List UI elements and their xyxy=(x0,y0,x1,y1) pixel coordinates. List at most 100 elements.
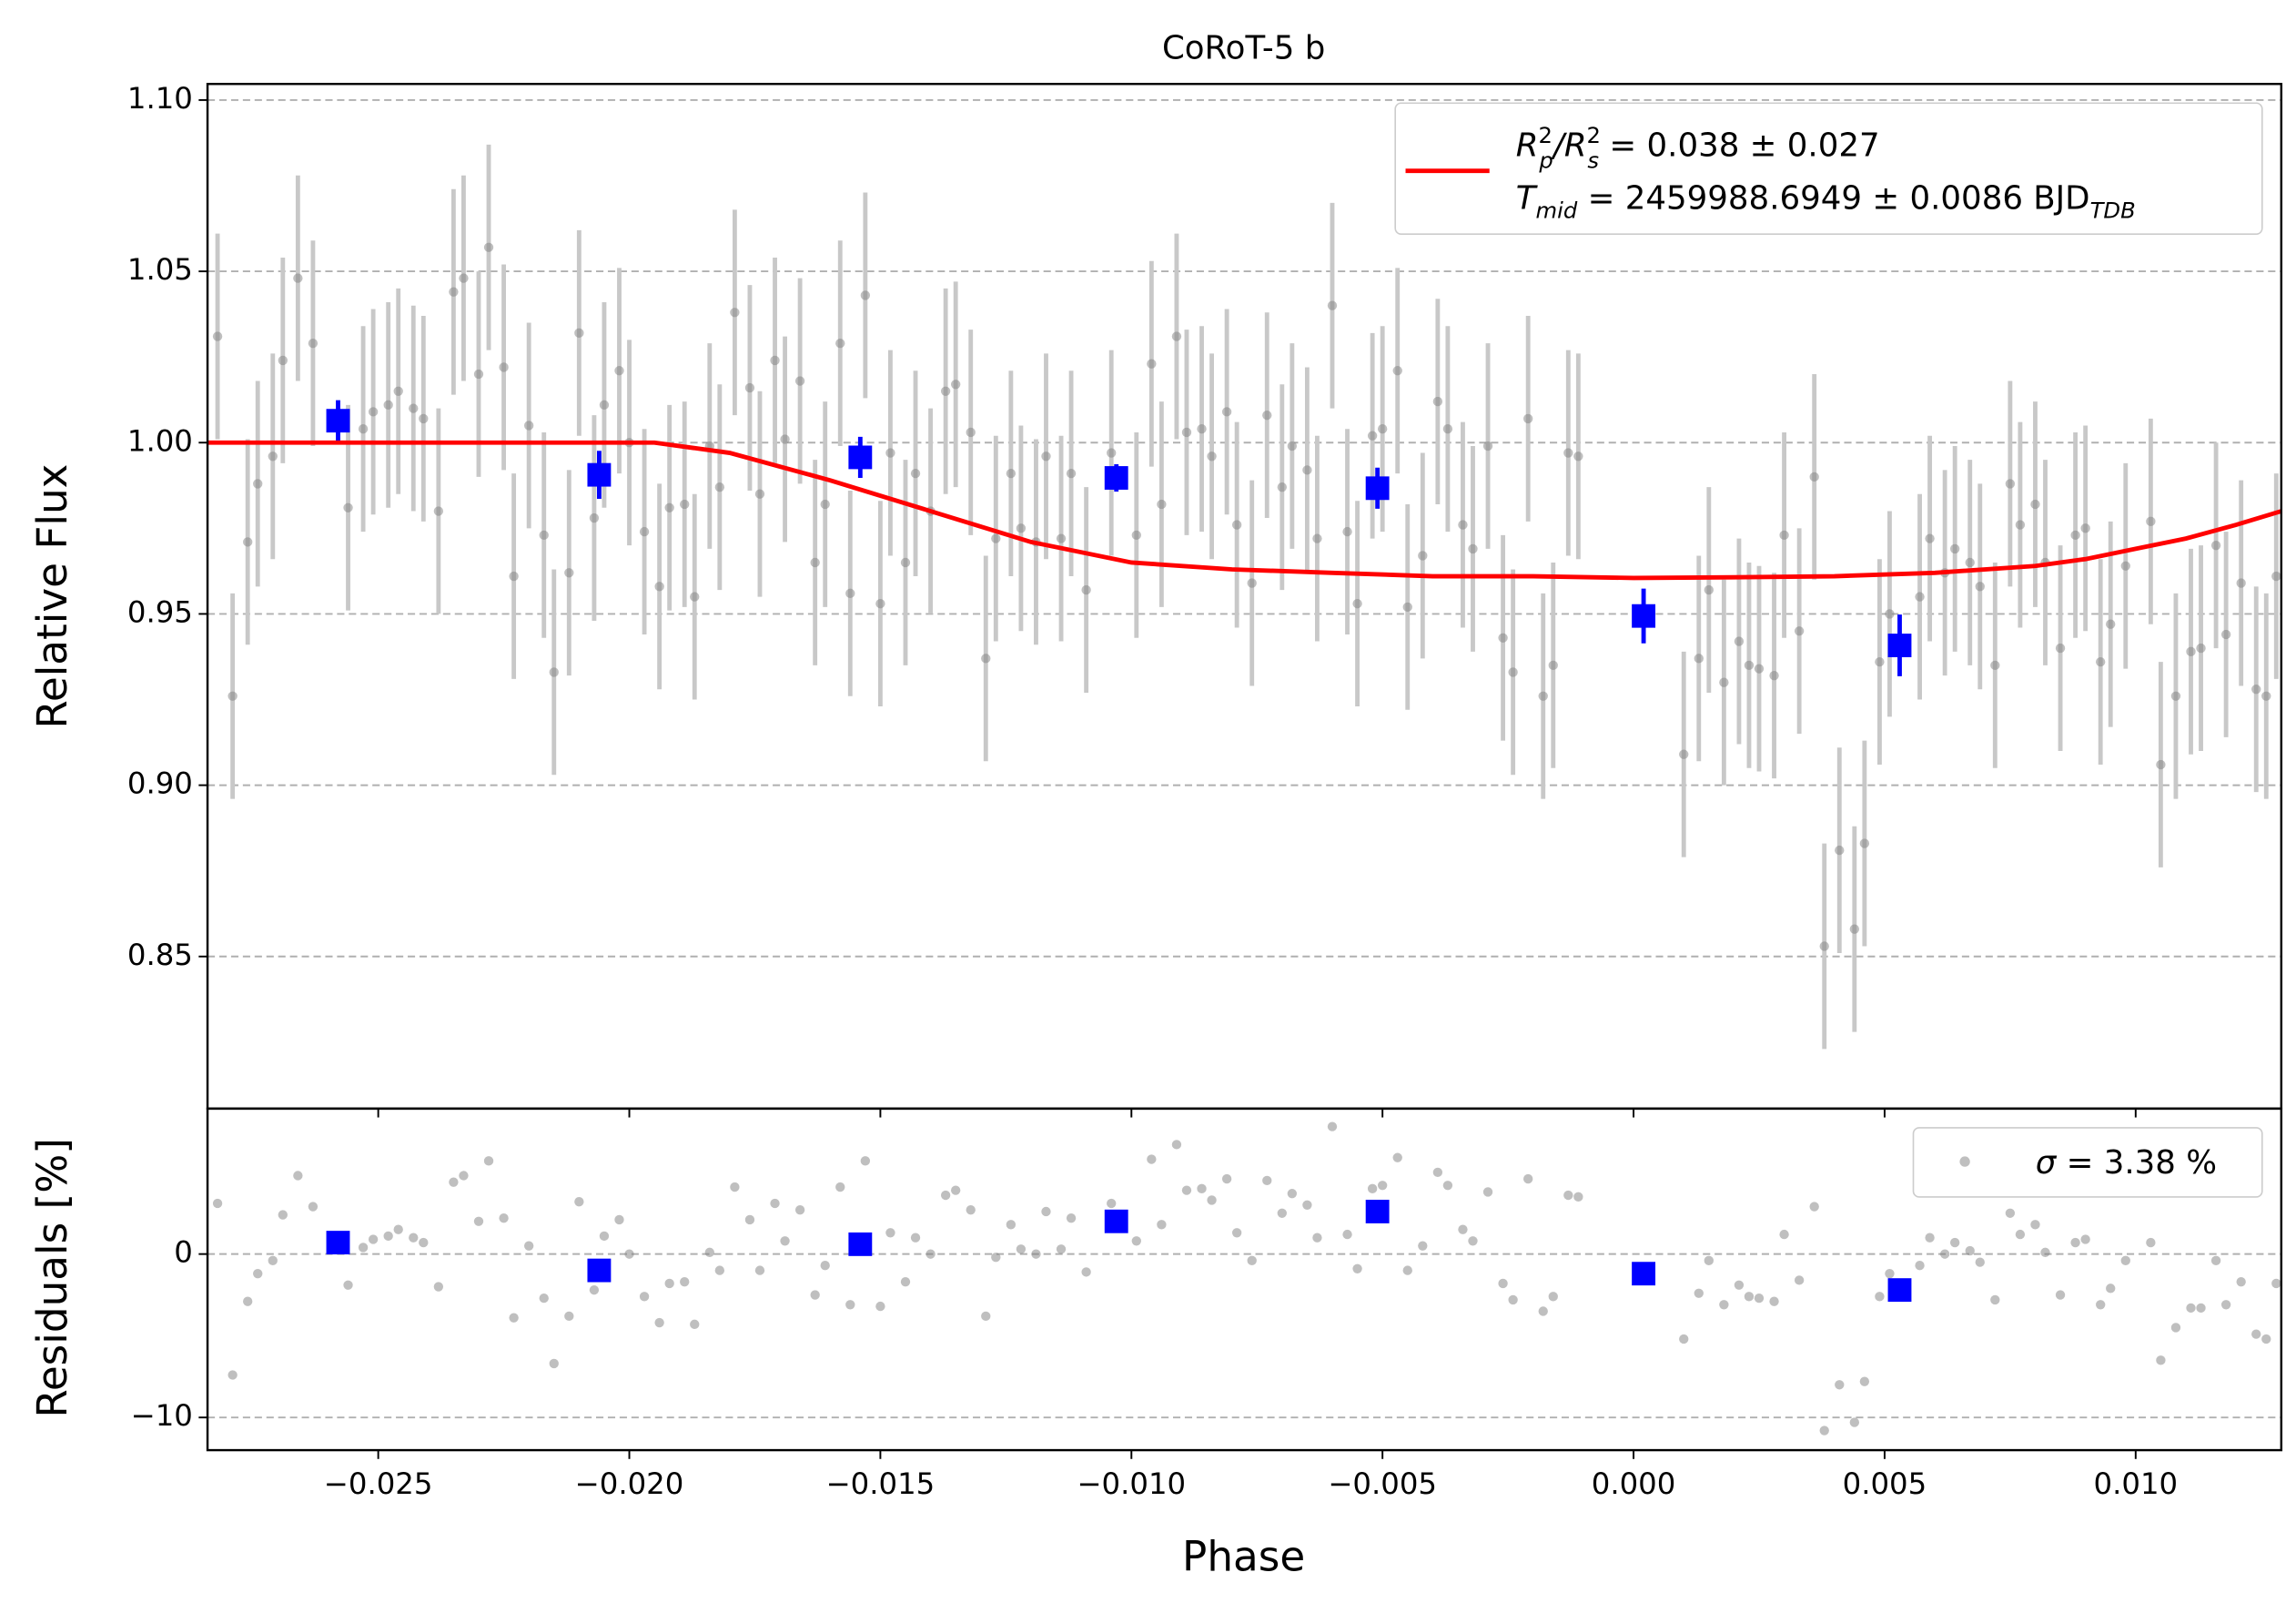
data-point xyxy=(268,451,278,462)
data-point xyxy=(1482,1187,1493,1197)
data-point xyxy=(910,1233,921,1243)
data-point xyxy=(599,400,610,411)
data-point xyxy=(2186,646,2196,657)
data-point xyxy=(1147,1154,1157,1164)
data-point xyxy=(1965,557,1975,568)
data-point xyxy=(680,1276,690,1287)
data-point xyxy=(1016,1244,1027,1254)
data-point xyxy=(860,1156,871,1166)
data-point xyxy=(2096,1300,2106,1310)
data-point xyxy=(614,366,624,376)
binned-point xyxy=(848,445,873,470)
legend-label: Tmid = 2459988.6949 ± 0.0086 BJDTDB xyxy=(1516,180,2136,224)
data-point xyxy=(1231,520,1242,530)
plot-layer: 1.10 1.05 1.00 0.95 0.90 0.85 0 −10 −0.025 −0.020… xyxy=(127,81,2283,1501)
data-point xyxy=(1262,410,1272,421)
data-point xyxy=(1679,1334,1689,1344)
data-point xyxy=(1131,1236,1141,1246)
data-point xyxy=(1704,1255,1714,1266)
data-point xyxy=(1975,1257,1985,1267)
data-point xyxy=(1498,1278,1508,1289)
data-point xyxy=(1402,1265,1412,1275)
data-point xyxy=(293,273,303,283)
data-point xyxy=(2120,561,2130,571)
data-point xyxy=(564,1311,574,1322)
data-point xyxy=(499,1212,509,1223)
legend-part: σ xyxy=(2036,1144,2058,1182)
data-point xyxy=(910,468,921,479)
data-point xyxy=(2261,1334,2271,1344)
data-point xyxy=(2106,619,2116,629)
data-point xyxy=(589,512,600,523)
data-point xyxy=(1432,1167,1443,1178)
legend-part: 2 xyxy=(1587,122,1601,148)
data-point xyxy=(449,287,459,297)
x-tick-label: −0.005 xyxy=(1328,1466,1437,1501)
data-point xyxy=(1925,533,1935,543)
model-line xyxy=(207,440,2281,581)
data-point xyxy=(940,386,951,396)
y-tick-label: 0 xyxy=(174,1235,193,1270)
data-point xyxy=(1352,598,1362,609)
data-point xyxy=(1041,451,1051,462)
axes-frame xyxy=(206,1107,2283,1452)
legend-part: TDB xyxy=(2090,197,2136,223)
data-point xyxy=(1327,300,1338,310)
legend-part: /R xyxy=(1551,127,1587,164)
data-point xyxy=(2106,1283,2116,1294)
binned-point xyxy=(1365,1200,1390,1223)
data-point xyxy=(624,1249,634,1259)
data-point xyxy=(2271,1278,2281,1289)
data-point xyxy=(1107,1198,1117,1209)
markers xyxy=(212,1121,2281,1436)
legend: R2 p/R2 s = 0.038 ± 0.027 Tmid = 2459988.6… xyxy=(1394,102,2263,235)
panel: 1.10 1.05 1.00 0.95 0.90 0.85 xyxy=(127,81,2283,1118)
data-point xyxy=(860,290,871,300)
data-point xyxy=(1432,396,1443,407)
data-point xyxy=(358,424,369,434)
x-axis-label: Phase xyxy=(1182,1533,1305,1581)
data-point xyxy=(368,1234,379,1244)
data-point xyxy=(1247,578,1257,588)
data-point xyxy=(1819,1425,1829,1436)
data-point xyxy=(243,1296,253,1306)
data-point xyxy=(523,421,534,431)
x-tick-label: −0.020 xyxy=(575,1466,684,1501)
data-point xyxy=(2146,1237,2156,1248)
binned-point xyxy=(587,462,612,487)
data-point xyxy=(875,1301,885,1312)
data-point xyxy=(212,1198,223,1209)
data-point xyxy=(2005,1208,2016,1218)
data-point xyxy=(228,1370,238,1380)
data-point xyxy=(1442,424,1453,434)
binned-point xyxy=(587,1258,612,1283)
data-point xyxy=(714,1265,725,1275)
data-point xyxy=(1875,656,1885,667)
data-point xyxy=(1965,1245,1975,1256)
legend-part: p xyxy=(1538,147,1553,173)
data-point xyxy=(419,1237,429,1248)
data-point xyxy=(1342,1229,1352,1240)
data-point xyxy=(1538,691,1548,701)
data-point xyxy=(2170,1323,2181,1333)
data-point xyxy=(2220,629,2231,640)
data-point xyxy=(1402,602,1412,613)
data-point xyxy=(2080,1234,2090,1244)
data-point xyxy=(1302,465,1312,475)
y-tick-label: 1.10 xyxy=(127,81,193,116)
legend-part: = 3.38 % xyxy=(2056,1144,2217,1182)
data-point xyxy=(2271,571,2281,582)
data-point xyxy=(1754,664,1765,674)
data-point xyxy=(1950,1237,1960,1248)
data-point xyxy=(730,1182,740,1192)
legend-box xyxy=(1912,1127,2263,1198)
data-point xyxy=(2040,1247,2050,1258)
data-point xyxy=(2236,578,2246,588)
data-point xyxy=(409,403,419,413)
data-point xyxy=(1287,441,1298,451)
data-point xyxy=(1458,1224,1468,1234)
data-point xyxy=(1247,1255,1257,1266)
data-point xyxy=(253,1269,263,1279)
x-tick-label: 0.000 xyxy=(1592,1466,1676,1501)
data-point xyxy=(1925,1233,1935,1243)
